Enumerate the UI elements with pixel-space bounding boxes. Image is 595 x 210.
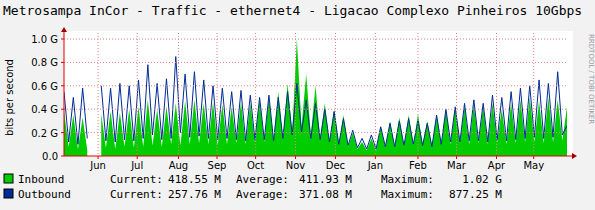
- x-tick-label: Mar: [447, 160, 467, 171]
- legend-label: Inbound: [18, 173, 64, 186]
- y-tick-label: 0.4 G: [31, 104, 58, 115]
- x-axis: [64, 156, 573, 157]
- y-grid-line: [64, 39, 567, 40]
- legend-stat-label: Current:: [110, 173, 163, 186]
- x-grid-line: [375, 33, 376, 156]
- legend-stat-value: 257.76 M: [168, 188, 221, 201]
- x-grid-line: [417, 33, 418, 156]
- grid: [61, 33, 567, 159]
- x-grid-line: [137, 33, 138, 156]
- x-tick-label: Apr: [488, 160, 506, 171]
- watermark: RRDTOOL / TOBI OETIKER: [587, 34, 595, 124]
- legend-stat-label: Current:: [110, 188, 163, 201]
- x-tick-label: Aug: [169, 160, 189, 171]
- y-axis-label: bits per second: [4, 59, 15, 136]
- legend-stat-value: 1.02 G: [462, 173, 502, 186]
- plot-area: [64, 31, 573, 156]
- x-tick-label: Oct: [247, 160, 264, 171]
- x-grid-line: [178, 33, 179, 156]
- legend-label: Outbound: [18, 188, 71, 201]
- legend-stat-value: 371.08 M: [299, 188, 352, 201]
- legend-swatch: [4, 174, 13, 183]
- legend-stat-label: Average:: [236, 188, 289, 201]
- background: [0, 0, 595, 210]
- legend-stat-label: Maximum:: [381, 188, 434, 201]
- y-grid-line: [64, 62, 567, 63]
- y-axis: [64, 31, 65, 156]
- area-series: [64, 39, 567, 156]
- x-grid-line: [255, 33, 256, 156]
- x-tick-label: Jan: [367, 160, 383, 171]
- x-axis-arrow: [572, 153, 577, 159]
- legend-stat-label: Average:: [236, 173, 289, 186]
- chart: Metrosampa InCor - Traffic - ethernet4 -…: [0, 0, 595, 210]
- y-tick-label: 1.0 G: [31, 34, 58, 45]
- y-grid-line: [64, 109, 567, 110]
- x-tick-label: Jul: [130, 160, 143, 171]
- line-series: [64, 57, 567, 149]
- y-tick-label: 0.2 G: [31, 128, 58, 139]
- y-axis-arrow: [61, 27, 67, 32]
- x-grid-line: [335, 33, 336, 156]
- x-grid-line: [98, 33, 99, 156]
- x-tick-label: Jun: [89, 160, 106, 171]
- legend-stat-value: 411.93 M: [299, 173, 352, 186]
- x-tick-label: Nov: [286, 160, 306, 171]
- y-grid-line: [64, 85, 567, 86]
- x-tick-label: Sep: [208, 160, 227, 171]
- x-tick-label: Dec: [326, 160, 345, 171]
- y-tick-label: 0.6 G: [31, 81, 58, 92]
- y-grid-line: [64, 132, 567, 133]
- y-tick-label: 0.0: [42, 151, 58, 162]
- y-tick-label: 0.8 G: [31, 57, 58, 68]
- x-tick-label: Feb: [409, 160, 427, 171]
- legend-stat-value: 877.25 M: [449, 188, 502, 201]
- title: Metrosampa InCor - Traffic - ethernet4 -…: [3, 3, 582, 18]
- x-tick-label: May: [523, 160, 544, 171]
- x-grid-line: [496, 33, 497, 156]
- x-grid-line: [456, 33, 457, 156]
- legend-stat-value: 418.55 M: [168, 173, 221, 186]
- legend-swatch: [4, 189, 13, 198]
- x-grid-line: [533, 33, 534, 156]
- legend-stat-label: Maximum:: [381, 173, 434, 186]
- x-grid-line: [217, 33, 218, 156]
- x-grid-line: [295, 33, 296, 156]
- data-group: [64, 39, 567, 156]
